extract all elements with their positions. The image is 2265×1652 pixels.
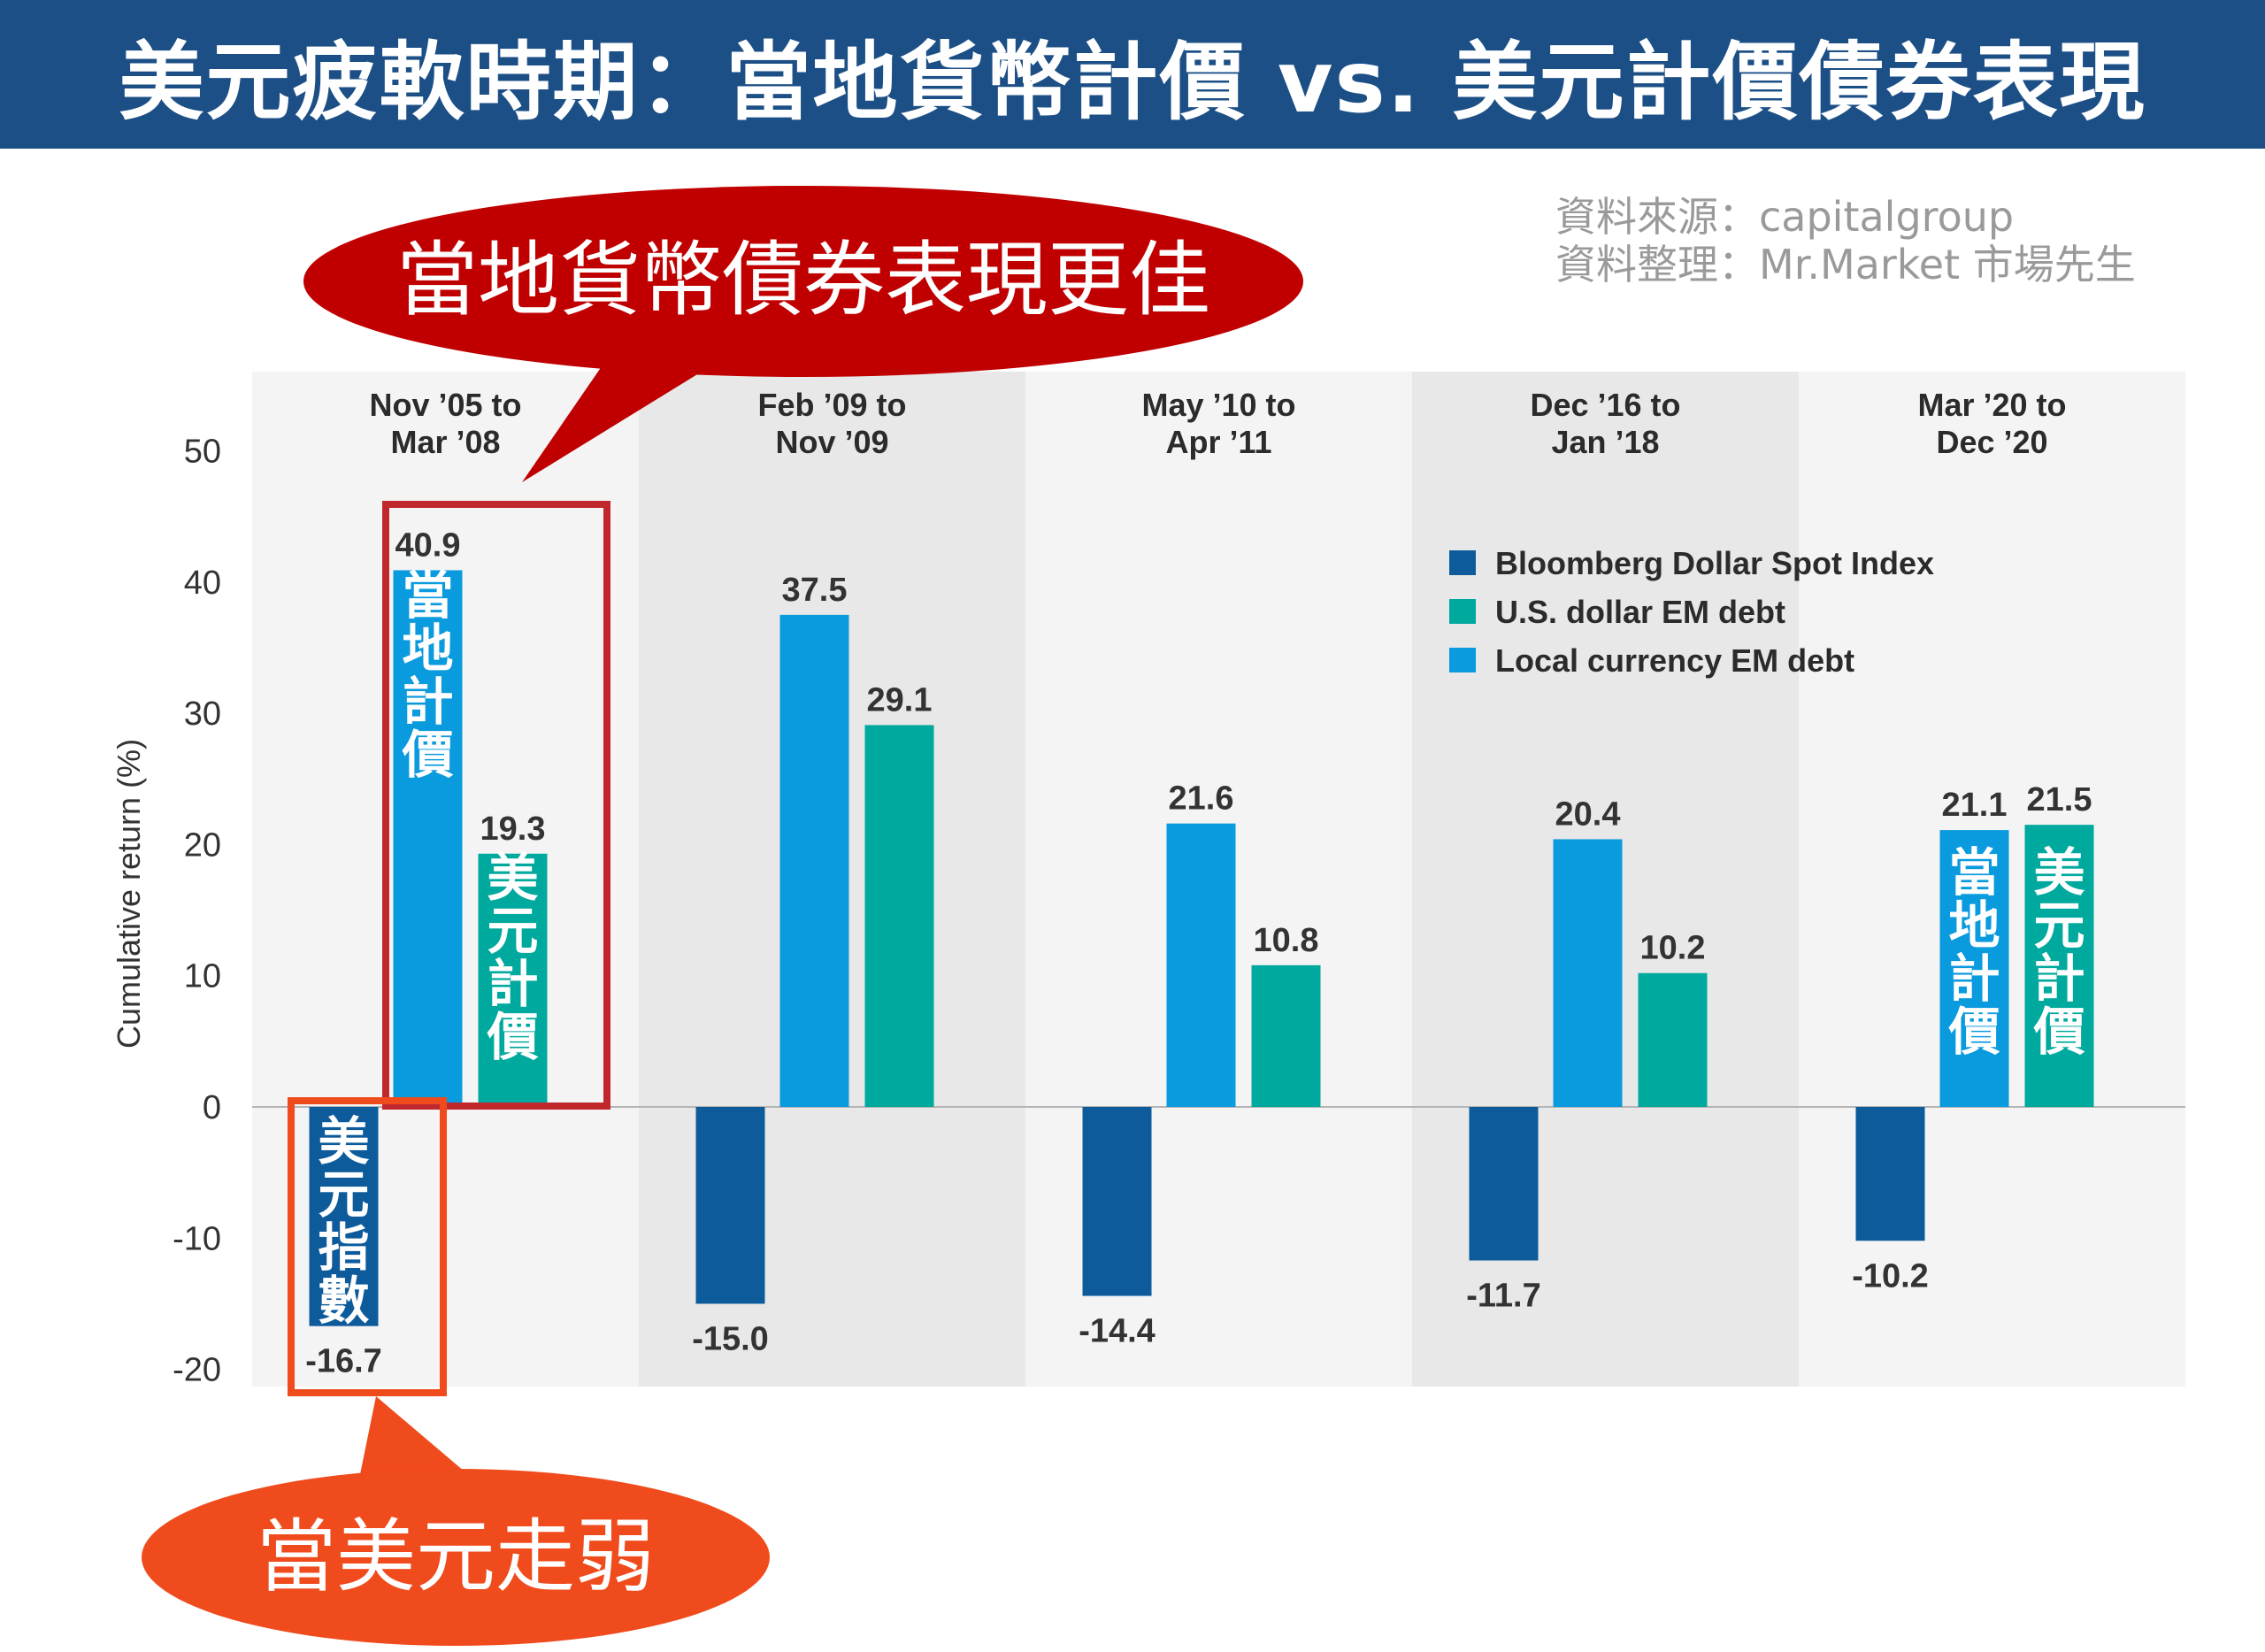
period-label: Nov ’05 to — [369, 387, 521, 423]
bar-value-label: 19.3 — [480, 811, 546, 848]
top-callout-text: 當地貨幣債券表現更佳 — [396, 233, 1210, 327]
bar-tag-local-currency: 價 — [401, 725, 453, 785]
local-currency-bar — [1553, 839, 1623, 1107]
legend-label: U.S. dollar EM debt — [1495, 594, 1785, 630]
bar-tag-dollar-index: 指 — [318, 1218, 369, 1278]
dollar-index-bar — [695, 1107, 765, 1304]
local-currency-bar — [1939, 830, 2009, 1107]
period-label: Mar ’20 to — [1917, 387, 2066, 423]
legend-label: Local currency EM debt — [1495, 642, 1854, 679]
bar-tag-local-currency: 價 — [1947, 1002, 2000, 1062]
bar-value-label: -11.7 — [1466, 1278, 1541, 1315]
y-tick-label: 0 — [203, 1089, 221, 1126]
top-callout-pointer — [522, 341, 752, 482]
bar-value-label: 21.5 — [2027, 781, 2092, 818]
bar-tag-local-currency: 當 — [1948, 842, 2000, 903]
usd-em-debt-bar — [2024, 825, 2094, 1107]
y-tick-label: 30 — [184, 695, 221, 733]
bar-value-label: -10.2 — [1852, 1257, 1929, 1295]
usd-em-debt-bar — [1638, 972, 1708, 1107]
page-title: 美元疲軟時期：當地貨幣計價 vs. 美元計價債券表現 — [119, 32, 2146, 132]
bar-value-label: 37.5 — [782, 572, 848, 609]
source-note: 資料來源：capitalgroup 資料整理：Mr.Market 市場先生 — [1555, 193, 2136, 288]
period-label: Dec ’16 to — [1530, 387, 1680, 423]
usd-em-debt-bar — [478, 853, 548, 1107]
bar-tag-dollar-index: 數 — [318, 1271, 369, 1331]
highlight-box-red — [382, 501, 610, 1110]
legend-swatch — [1449, 648, 1476, 672]
dollar-index-bar — [309, 1107, 379, 1326]
bar-value-label: 20.4 — [1555, 795, 1621, 833]
y-tick-label: -10 — [173, 1220, 221, 1257]
bar-tag-local-currency: 計 — [1948, 949, 2000, 1009]
y-tick-label: 40 — [184, 565, 221, 602]
bottom-callout-text: 當美元走弱 — [257, 1510, 655, 1603]
bar-tag-local-currency: 當 — [402, 565, 453, 626]
period-label: Dec ’20 — [1936, 424, 2047, 460]
bar-value-label: 40.9 — [395, 526, 461, 564]
bar-value-label: 21.6 — [1169, 780, 1234, 818]
source-line-1: 資料來源：capitalgroup — [1555, 193, 2015, 241]
highlight-box-orange — [288, 1097, 447, 1396]
legend-swatch — [1449, 550, 1476, 575]
bar-value-label: -15.0 — [692, 1320, 769, 1357]
period-label: Nov ’09 — [775, 424, 888, 460]
bar-value-label: -14.4 — [1079, 1313, 1156, 1350]
period-label: Mar ’08 — [390, 424, 500, 460]
y-axis-label: Cumulative return (%) — [111, 739, 147, 1049]
dollar-index-bar — [1469, 1107, 1539, 1261]
bar-tag-local-currency: 地 — [402, 619, 453, 679]
y-tick-label: 10 — [184, 958, 221, 995]
top-callout: 當地貨幣債券表現更佳 — [303, 186, 1303, 482]
bottom-callout: 當美元走弱 — [142, 1396, 770, 1646]
bar-value-label: 10.8 — [1254, 922, 1319, 959]
legend-label: Bloomberg Dollar Spot Index — [1495, 545, 1934, 581]
bottom-callout-bubble — [142, 1469, 770, 1646]
bar-tag-usd: 美 — [2033, 842, 2085, 903]
title-banner: 美元疲軟時期：當地貨幣計價 vs. 美元計價債券表現 — [0, 0, 2265, 149]
dollar-index-bar — [1082, 1107, 1152, 1296]
bar-value-label: -16.7 — [305, 1343, 382, 1380]
dollar-index-bar — [1855, 1107, 1925, 1241]
bar-tag-local-currency: 地 — [1948, 895, 2000, 956]
bar-value-label: 21.1 — [1942, 787, 2008, 824]
y-tick-label: 20 — [184, 826, 221, 864]
y-tick-label: -20 — [173, 1352, 221, 1389]
usd-em-debt-bar — [864, 725, 934, 1107]
bar-value-label: 29.1 — [867, 681, 933, 718]
top-callout-bubble — [303, 186, 1303, 377]
period-label: Jan ’18 — [1551, 424, 1659, 460]
period-label: May ’10 to — [1141, 387, 1295, 423]
period-label: Apr ’11 — [1165, 424, 1271, 460]
bar-tag-usd: 元 — [487, 901, 538, 961]
legend-swatch — [1449, 599, 1476, 624]
period-label: Feb ’09 to — [757, 387, 906, 423]
local-currency-bar — [393, 570, 463, 1107]
local-currency-bar — [779, 614, 849, 1107]
bar-tag-usd: 計 — [487, 954, 538, 1014]
bar-tag-usd: 價 — [486, 1007, 538, 1067]
bar-tag-usd: 元 — [2033, 895, 2085, 956]
source-line-2: 資料整理：Mr.Market 市場先生 — [1555, 241, 2136, 288]
local-currency-bar — [1166, 823, 1236, 1107]
bar-tag-local-currency: 計 — [402, 672, 453, 732]
bar-tag-usd: 價 — [2032, 1002, 2085, 1062]
bar-tag-usd: 美 — [487, 848, 538, 908]
bar-tag-usd: 計 — [2033, 949, 2085, 1009]
bar-tag-dollar-index: 元 — [318, 1164, 369, 1225]
y-tick-label: 50 — [184, 434, 221, 471]
usd-em-debt-bar — [1251, 964, 1321, 1107]
bar-tag-dollar-index: 美 — [318, 1111, 369, 1172]
bar-value-label: 10.2 — [1640, 930, 1706, 967]
